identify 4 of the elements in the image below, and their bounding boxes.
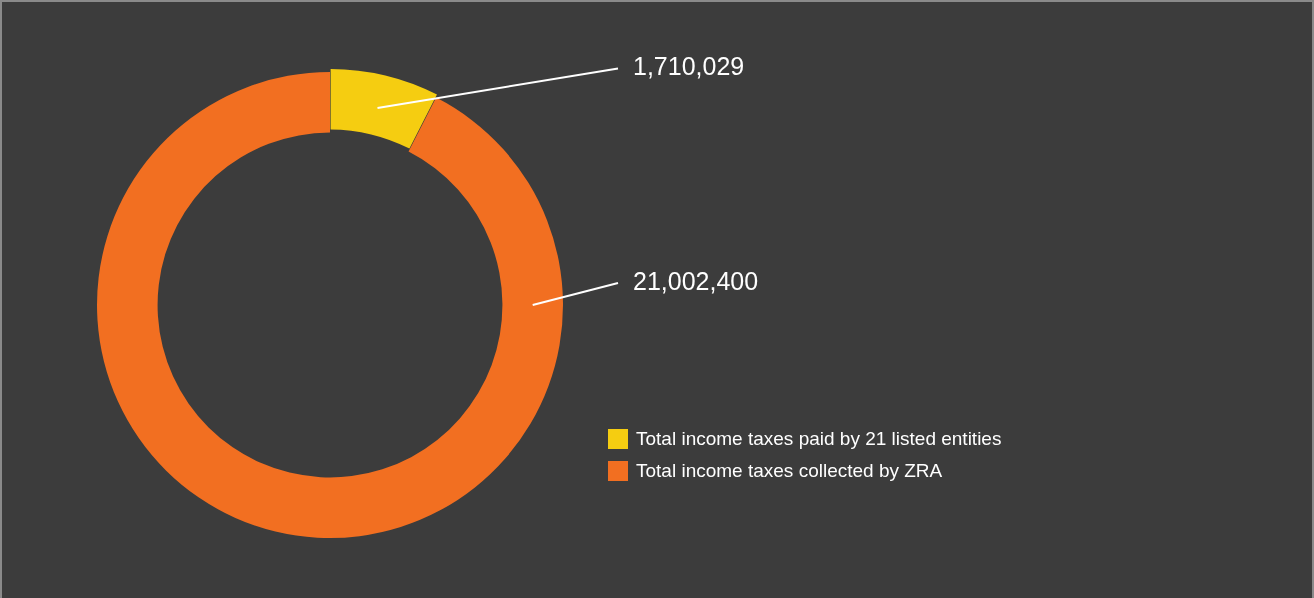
data-label: 21,002,400 xyxy=(633,266,759,295)
legend-label: Total income taxes paid by 21 listed entities xyxy=(636,428,1002,450)
data-label: 1,710,029 xyxy=(633,52,745,81)
legend-label: Total income taxes collected by ZRA xyxy=(636,460,943,482)
